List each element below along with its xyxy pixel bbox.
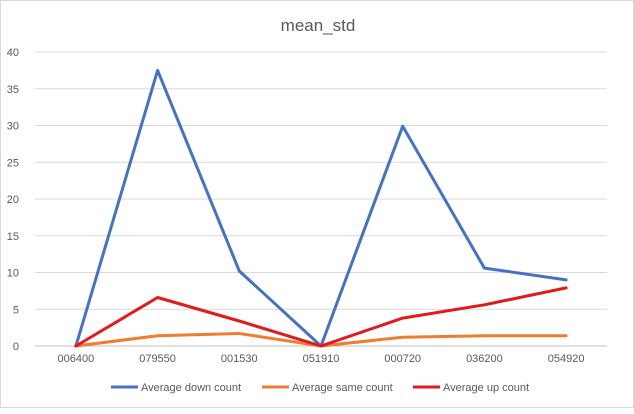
legend-item: Average same count [262,382,393,394]
x-tick-label: 001530 [221,353,258,365]
legend-label: Average down count [141,382,241,394]
y-tick-label: 15 [7,231,19,243]
y-tick-label: 20 [7,194,19,206]
legend-label: Average same count [292,382,393,394]
y-tick-label: 25 [7,157,19,169]
y-tick-label: 30 [7,121,19,133]
x-tick-label: 079550 [139,353,176,365]
chart-title: mean_std [281,16,356,35]
x-axis-ticks: 006400 079550 001530 051910 000720 036200 0549… [57,353,584,365]
x-tick-label: 036200 [466,353,503,365]
series-lines [76,70,566,346]
legend: Average down count Average same count Aver… [111,382,529,394]
y-axis-ticks: 0 5 10 15 20 25 30 35 40 [7,47,19,353]
y-tick-label: 10 [7,268,19,280]
legend-label: Average up count [443,382,529,394]
x-tick-label: 051910 [303,353,340,365]
y-tick-label: 35 [7,84,19,96]
legend-item: Average up count [413,382,529,394]
y-tick-label: 0 [13,341,19,353]
y-tick-label: 5 [13,304,19,316]
x-tick-label: 000720 [384,353,421,365]
x-tick-label: 006400 [57,353,94,365]
series-line-1 [76,70,566,346]
x-tick-label: 054920 [548,353,585,365]
y-tick-label: 40 [7,47,19,59]
legend-item: Average down count [111,382,241,394]
